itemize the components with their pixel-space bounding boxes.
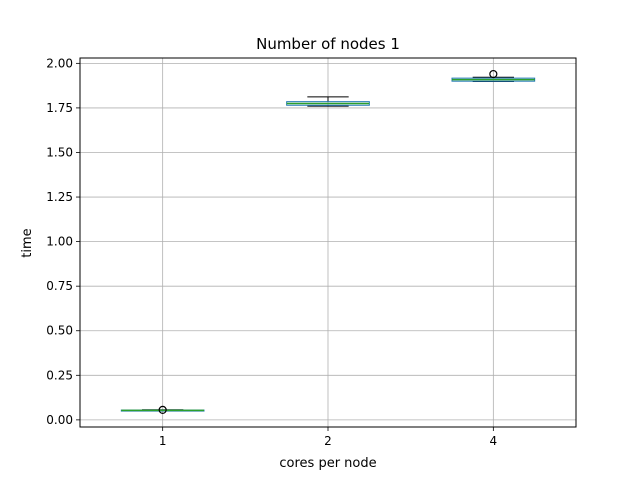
y-tick-label: 1.25 — [46, 190, 73, 204]
box-2 — [286, 96, 370, 107]
y-ticks: 0.00 0.25 0.50 0.75 1.00 1.25 1.50 1.75 2.00 — [46, 56, 80, 427]
chart-title: Number of nodes 1 — [256, 35, 400, 53]
y-tick-label: 1.50 — [46, 145, 73, 159]
box-4 — [451, 69, 536, 83]
box-1 — [120, 405, 205, 414]
y-tick-label: 2.00 — [46, 56, 73, 70]
y-tick-label: 1.75 — [46, 101, 73, 115]
grid — [80, 58, 576, 427]
y-tick-label: 0.50 — [46, 324, 73, 338]
y-axis-label: time — [20, 228, 35, 257]
flier-point — [489, 69, 498, 79]
x-ticks: 1 2 4 — [159, 427, 497, 448]
y-tick-label: 0.75 — [46, 279, 73, 293]
y-tick-label: 0.00 — [46, 413, 73, 427]
x-tick-label: 1 — [159, 434, 167, 448]
y-tick-label: 0.25 — [46, 368, 73, 382]
flier-point — [158, 405, 167, 414]
x-tick-label: 4 — [490, 434, 498, 448]
x-axis-label: cores per node — [279, 456, 376, 471]
boxes — [120, 69, 536, 414]
x-tick-label: 2 — [324, 434, 332, 448]
y-tick-label: 1.00 — [46, 235, 73, 249]
